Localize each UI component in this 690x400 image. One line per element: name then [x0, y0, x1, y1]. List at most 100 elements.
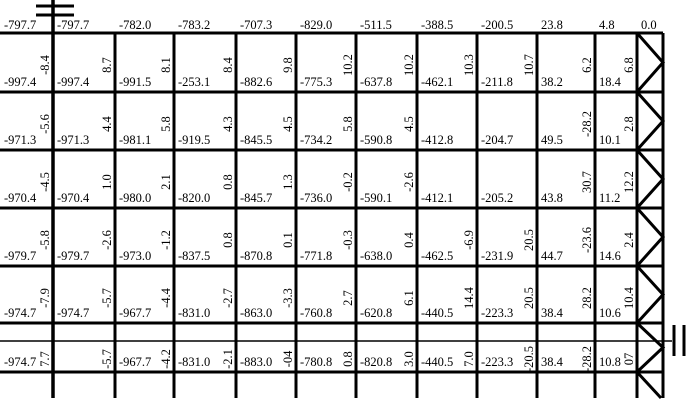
cell-moment-label: -919.5 [178, 133, 210, 147]
cell-moment-label: -883.0 [240, 355, 272, 369]
cell-moment-label: -870.8 [240, 249, 272, 263]
cell-moment-label: 14.6 [599, 249, 621, 263]
cell-shear-label: 12.2 [622, 171, 636, 193]
cell-moment-label: -620.8 [360, 306, 392, 320]
cell-moment-label: 10.8 [599, 355, 621, 369]
cell-shear-label: 6.8 [622, 57, 636, 73]
cell-shear-label: -28.2 [580, 111, 594, 137]
cell-shear-label: 30.7 [580, 171, 594, 193]
cell-shear-label: 2.7 [341, 290, 355, 306]
cell-moment-label: -971.3 [4, 133, 36, 147]
top-moment-label: -511.5 [360, 18, 392, 32]
cell-moment-label: -440.5 [421, 355, 453, 369]
cell-shear-label: 20.5 [522, 229, 536, 251]
top-moment-label: -388.5 [421, 18, 453, 32]
cell-shear-label: 5.8 [159, 116, 173, 132]
cell-shear-label: -3.3 [281, 288, 295, 308]
cell-moment-label: 38.4 [541, 355, 564, 369]
support-zigzag [635, 370, 663, 400]
cell-shear-label: 14.4 [462, 286, 476, 309]
cell-shear-label: -1.2 [159, 230, 173, 250]
cell-shear-label: 0.8 [221, 174, 235, 190]
cell-moment-label: -771.8 [300, 249, 332, 263]
cell-moment-label: -845.5 [240, 133, 272, 147]
cell-moment-label: -223.3 [481, 306, 513, 320]
cell-shear-label: 10.2 [341, 54, 355, 76]
cell-shear-label: 0.1 [281, 232, 295, 248]
top-moment-label: 0.0 [641, 18, 657, 32]
top-moment-label: 4.8 [599, 18, 615, 32]
top-moment-label: -783.2 [178, 18, 210, 32]
cell-shear-label: 4.5 [281, 116, 295, 132]
cell-moment-label: -205.2 [481, 191, 513, 205]
cell-moment-label: -736.0 [300, 191, 332, 205]
cell-moment-label: -820.8 [360, 355, 392, 369]
cell-moment-label: -979.7 [57, 249, 89, 263]
cell-shear-label: 0.4 [402, 231, 416, 247]
cell-moment-label: -590.8 [360, 133, 392, 147]
cell-moment-label: -845.7 [240, 191, 272, 205]
cell-moment-label: -979.7 [4, 249, 36, 263]
cell-shear-label: 2.1 [159, 174, 173, 190]
cell-moment-label: -831.0 [178, 306, 210, 320]
cell-moment-label: -967.7 [119, 355, 151, 369]
cell-moment-label: -863.0 [240, 306, 272, 320]
cell-moment-label: 10.6 [599, 306, 621, 320]
cell-shear-label: -2.7 [221, 288, 235, 308]
cell-shear-label: -23.6 [580, 227, 594, 253]
cell-shear-label: -2.6 [402, 172, 416, 192]
cell-moment-label: -590.1 [360, 191, 392, 205]
cell-moment-label: -837.5 [178, 249, 210, 263]
cell-moment-label: -997.4 [57, 75, 90, 89]
top-moment-label: -707.3 [240, 18, 272, 32]
cell-shear-label: 0.8 [221, 232, 235, 248]
cell-shear-label: 4.4 [100, 115, 114, 131]
support-zigzag [635, 206, 666, 268]
cell-shear-label: 8.4 [221, 56, 235, 72]
cell-shear-label: -2.6 [100, 230, 114, 250]
cell-shear-label: 4.3 [221, 116, 235, 132]
cell-moment-label: -775.3 [300, 75, 332, 89]
top-moment-label: -797.7 [4, 18, 36, 32]
cell-moment-label: 10.1 [599, 133, 621, 147]
cell-shear-label: 8.1 [159, 57, 173, 73]
cell-moment-label: -974.7 [57, 306, 89, 320]
cell-moment-label: -981.1 [119, 133, 151, 147]
cell-moment-label: -820.0 [178, 191, 210, 205]
cell-moment-label: -734.2 [300, 133, 332, 147]
cell-shear-label: 7.0 [462, 351, 476, 367]
cell-moment-label: -831.0 [178, 355, 210, 369]
top-moment-label: -797.7 [57, 18, 89, 32]
cell-shear-label: -4.4 [159, 287, 173, 308]
cell-shear-label: -4.5 [38, 172, 52, 192]
cell-shear-label: -20.5 [522, 346, 536, 372]
cell-moment-label: -970.4 [57, 191, 90, 205]
cell-shear-label: -0.3 [341, 230, 355, 250]
cell-shear-label: -6.9 [462, 230, 476, 250]
cell-shear-label: 10.4 [622, 286, 636, 309]
cell-moment-label: -231.9 [481, 249, 513, 263]
cell-shear-label: 8.7 [100, 57, 114, 73]
cell-shear-label: 07 [622, 353, 636, 366]
cell-shear-label: 2.8 [622, 116, 636, 132]
cell-moment-label: -253.1 [178, 75, 210, 89]
cell-moment-label: -980.0 [119, 191, 151, 205]
cell-moment-label: 11.2 [599, 191, 620, 205]
cell-moment-label: -204.7 [481, 133, 513, 147]
cell-shear-label: -5.6 [38, 114, 52, 134]
cell-shear-label: -0.2 [341, 172, 355, 192]
support-zigzag [635, 264, 666, 325]
top-moment-label: -829.0 [300, 18, 332, 32]
cell-shear-label: 1.3 [281, 174, 295, 190]
cell-shear-label: 9.8 [281, 57, 295, 73]
cell-moment-label: -974.7 [4, 306, 36, 320]
support-zigzag [635, 148, 666, 210]
top-moment-label: -200.5 [481, 18, 513, 32]
cell-moment-label: -637.8 [360, 75, 392, 89]
cell-moment-label: -997.4 [4, 75, 37, 89]
cell-moment-label: -211.8 [481, 75, 513, 89]
cell-shear-label: 6.2 [580, 57, 594, 73]
cell-moment-label: -412.8 [421, 133, 453, 147]
cell-moment-label: 49.5 [541, 133, 563, 147]
cell-shear-label: -04 [281, 350, 295, 367]
